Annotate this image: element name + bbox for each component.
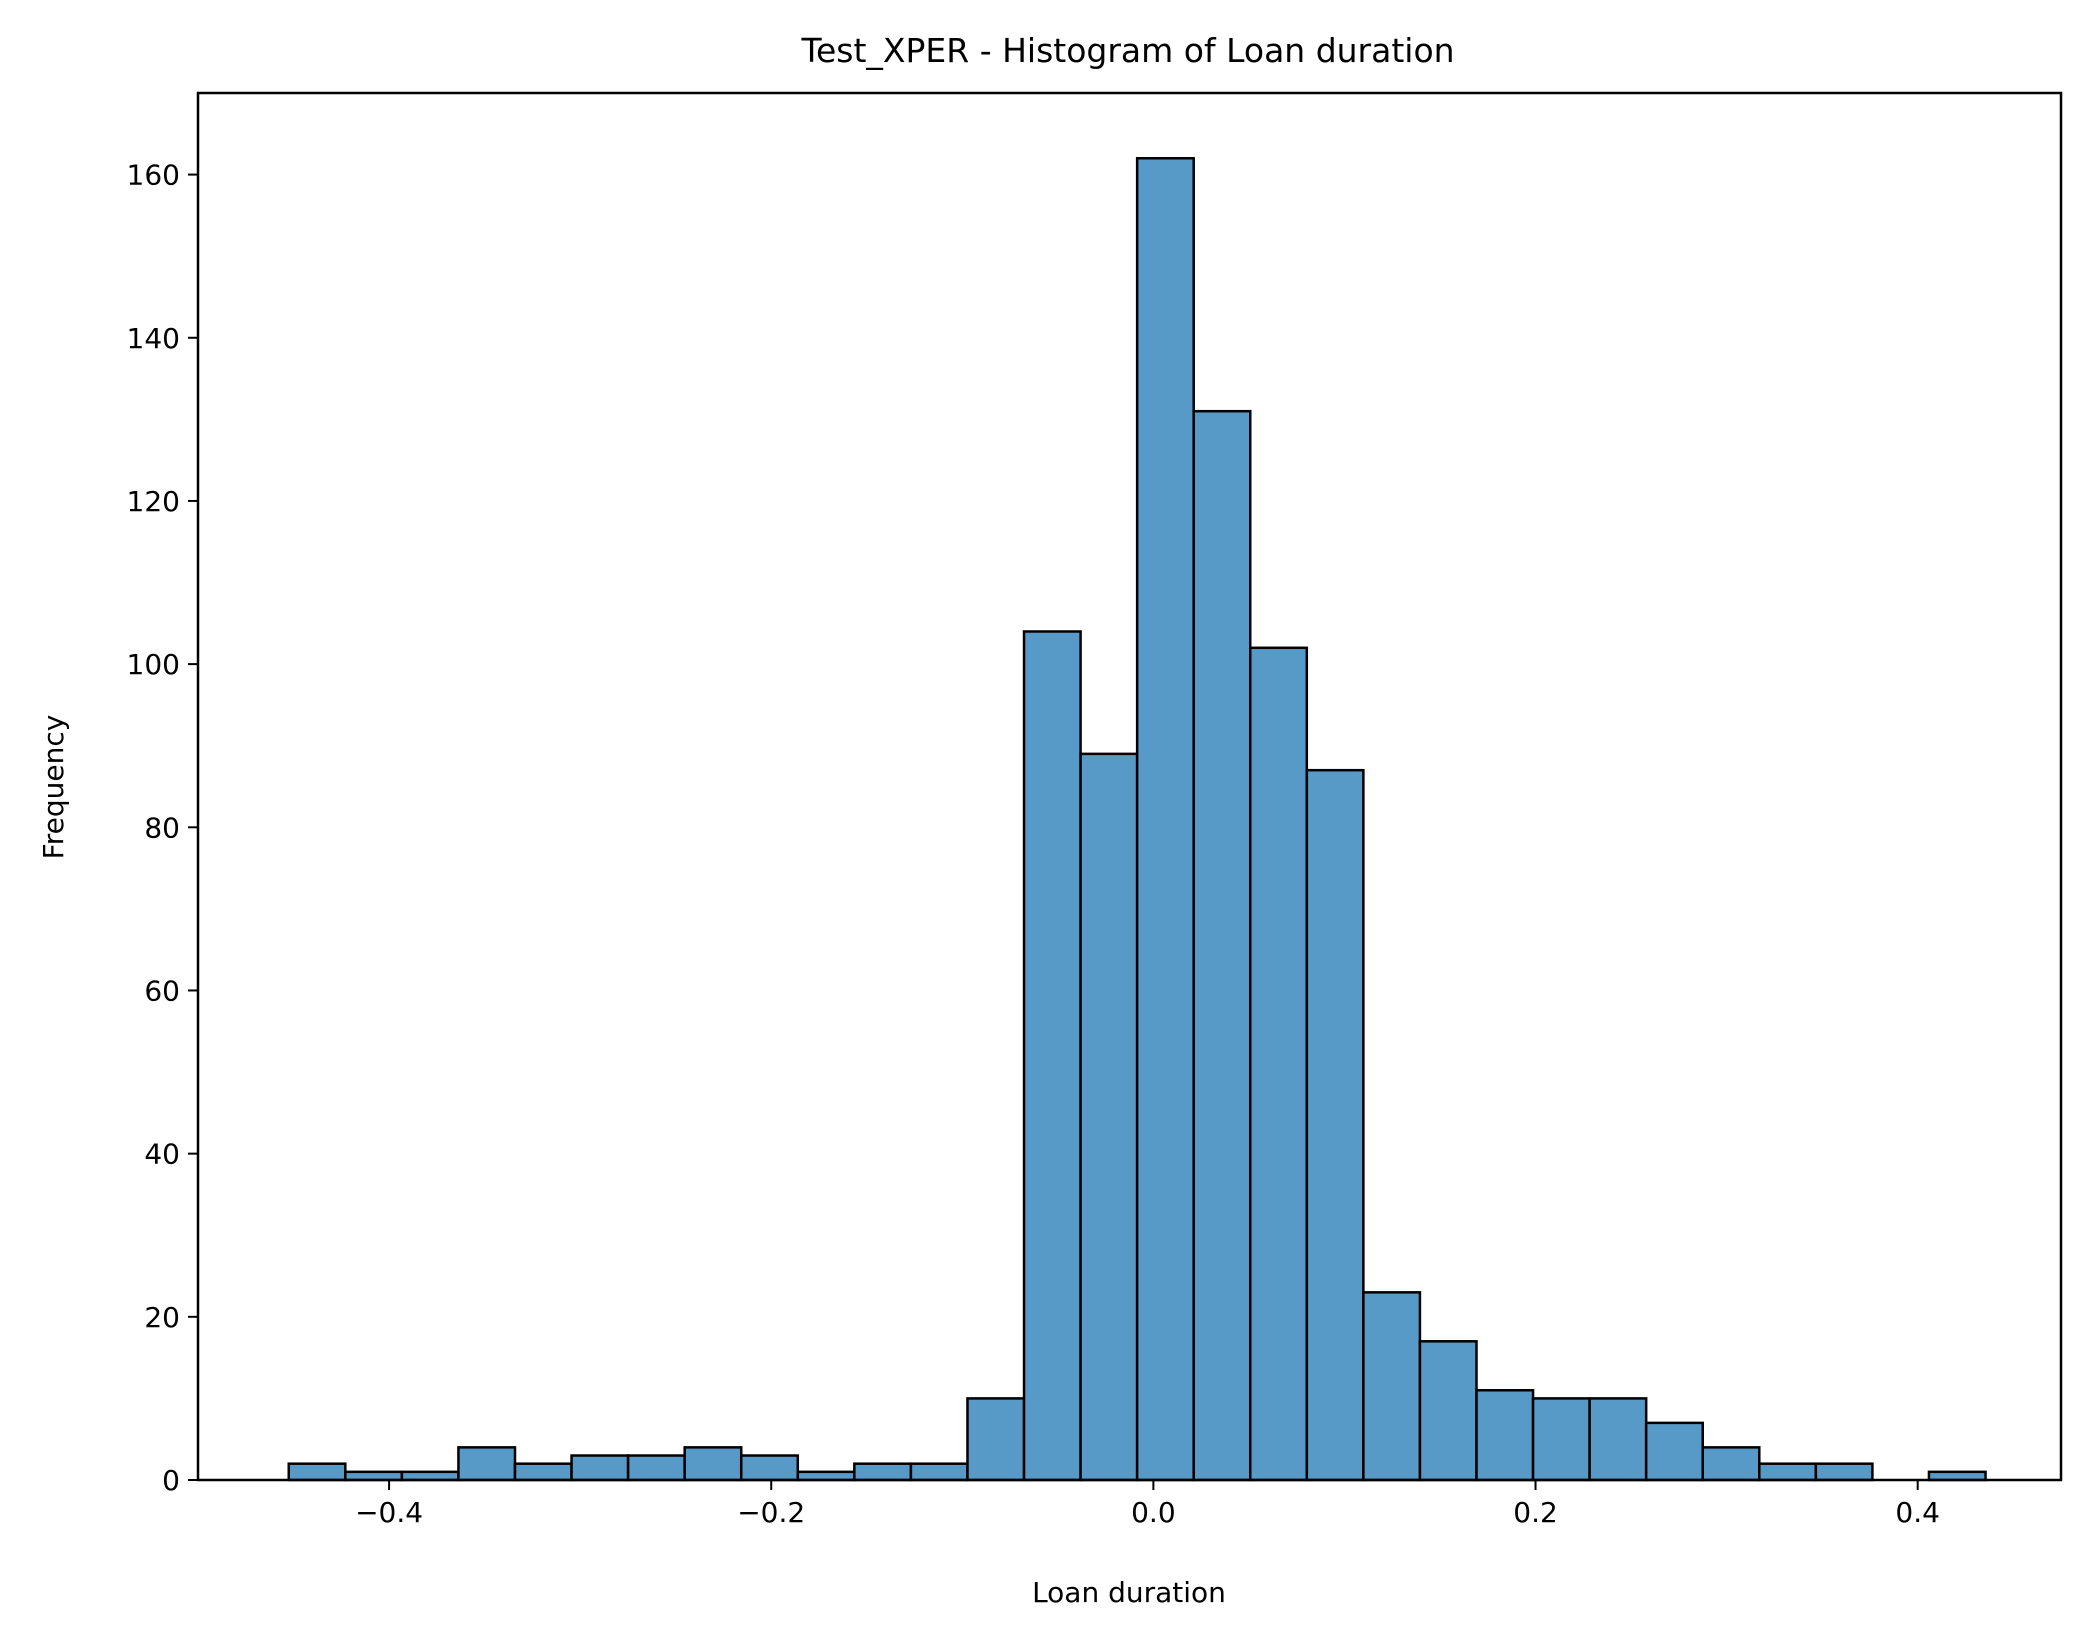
histogram-bar-7 bbox=[683, 1446, 743, 1482]
histogram-bar-16 bbox=[1192, 409, 1252, 1482]
histogram-bar-12 bbox=[966, 1397, 1026, 1482]
x-tick-label-3: 0.2 bbox=[1513, 1496, 1558, 1529]
x-axis-ticks: −0.4 −0.2 0.0 0.2 0.4 bbox=[355, 1480, 1940, 1529]
histogram-bar-18 bbox=[1305, 768, 1365, 1482]
y-axis-label: Frequency bbox=[37, 715, 70, 860]
histogram-bar-15 bbox=[1135, 157, 1195, 1482]
y-tick-label-4: 80 bbox=[144, 811, 180, 844]
y-tick-label-3: 60 bbox=[144, 974, 180, 1007]
histogram-bar-20 bbox=[1418, 1340, 1478, 1482]
y-tick-label-8: 160 bbox=[127, 159, 180, 192]
histogram-bar-17 bbox=[1249, 646, 1309, 1482]
histogram-bar-8 bbox=[739, 1454, 800, 1482]
x-axis-label: Loan duration bbox=[1032, 1576, 1226, 1609]
histogram-bar-11 bbox=[909, 1462, 969, 1482]
histogram-bars bbox=[287, 157, 1987, 1482]
histogram-bar-22 bbox=[1531, 1397, 1591, 1482]
histogram-bar-23 bbox=[1588, 1397, 1648, 1482]
y-tick-label-5: 100 bbox=[127, 648, 180, 681]
y-tick-label-1: 20 bbox=[144, 1301, 180, 1334]
x-tick-label-1: −0.2 bbox=[737, 1496, 805, 1529]
histogram-bar-24 bbox=[1644, 1421, 1704, 1482]
histogram-bar-5 bbox=[570, 1454, 630, 1482]
y-tick-label-2: 40 bbox=[144, 1138, 180, 1171]
x-tick-label-0: −0.4 bbox=[355, 1496, 423, 1529]
y-axis-ticks: 0 20 40 60 80 100 120 140 160 bbox=[127, 159, 198, 1497]
histogram-bar-14 bbox=[1079, 752, 1139, 1482]
histogram-bar-26 bbox=[1758, 1462, 1818, 1482]
y-tick-label-6: 120 bbox=[127, 485, 180, 518]
histogram-bar-4 bbox=[513, 1462, 573, 1482]
histogram-bar-13 bbox=[1022, 630, 1082, 1482]
histogram-bar-21 bbox=[1475, 1389, 1535, 1482]
histogram-bar-10 bbox=[853, 1462, 913, 1482]
histogram-bar-3 bbox=[457, 1446, 517, 1482]
histogram-bar-25 bbox=[1701, 1446, 1761, 1482]
y-tick-label-7: 140 bbox=[127, 322, 180, 355]
histogram-bar-6 bbox=[626, 1454, 686, 1482]
histogram-bar-0 bbox=[287, 1462, 347, 1482]
x-tick-label-4: 0.4 bbox=[1895, 1496, 1940, 1529]
histogram-bar-19 bbox=[1362, 1291, 1422, 1482]
x-tick-label-2: 0.0 bbox=[1131, 1496, 1176, 1529]
chart-title: Test_XPER - Histogram of Loan duration bbox=[800, 31, 1454, 70]
plot-frame bbox=[196, 91, 2063, 1482]
y-tick-label-0: 0 bbox=[162, 1464, 180, 1497]
histogram-bar-27 bbox=[1814, 1462, 1874, 1482]
